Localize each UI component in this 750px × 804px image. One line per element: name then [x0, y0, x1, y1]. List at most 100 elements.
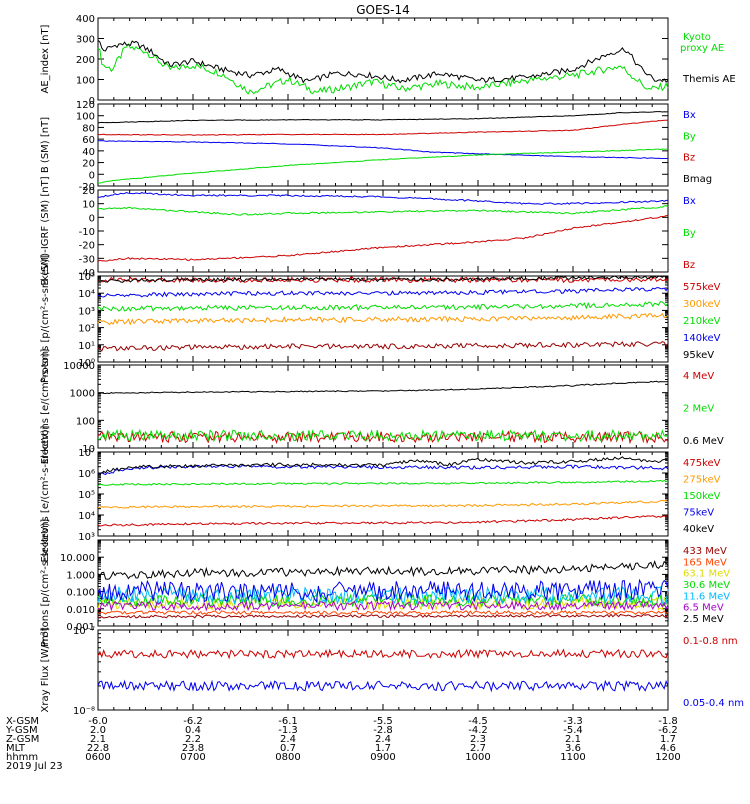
- x-row-value: 2.4: [375, 734, 391, 745]
- y-tick-label: 20: [82, 159, 95, 170]
- legend-label: 433 MeV: [683, 546, 727, 557]
- series-line-6-5-mev: [97, 599, 669, 612]
- panel-frame: [97, 629, 669, 711]
- series-line-by: [97, 148, 669, 184]
- y-tick-label: 10²: [78, 324, 95, 335]
- series-line-165-mev: [97, 610, 669, 616]
- y-tick-label: 0: [89, 213, 95, 224]
- panel-3: -40 -30 -20 -10 0 10 20 B (SM)-IGRF (SM) [nT] Bx…: [40, 176, 696, 285]
- date-label: 2019 Jul 23: [6, 761, 63, 772]
- y-tick-label: -10: [79, 227, 95, 238]
- x-row-label: Z-GSM: [6, 734, 39, 745]
- x-row-value: 1200: [655, 752, 680, 763]
- legend-label: proxy AE: [680, 43, 724, 54]
- series-line-bx: [97, 191, 668, 205]
- x-row-value: 2.1: [90, 734, 106, 745]
- y-tick-label: 60: [82, 135, 95, 146]
- y-axis-label: B (SM) [nT]: [40, 117, 51, 173]
- y-tick-label: 10⁵: [78, 490, 95, 501]
- y-tick-label: -20: [79, 241, 95, 252]
- y-tick-label: -40: [79, 268, 95, 279]
- y-tick-label: 0.001: [66, 622, 95, 633]
- x-row-value: 2.2: [185, 734, 201, 745]
- y-tick-label: 10⁶: [78, 469, 95, 480]
- legend-label: 0.1-0.8 nm: [683, 636, 738, 647]
- panel-4: 10⁰ 10¹ 10² 10³ 10⁴ 10⁵ Protons [p/(cm²-s-sr-k…: [40, 255, 721, 383]
- x-row-value: 1100: [560, 752, 585, 763]
- x-row-value: 22.8: [87, 743, 109, 754]
- x-row-value: 1000: [465, 752, 490, 763]
- legend-label: 165 MeV: [683, 557, 727, 568]
- series-line-unnamed: [97, 578, 669, 604]
- y-tick-label: 100: [76, 416, 95, 427]
- y-tick-label: 200: [76, 55, 95, 66]
- series-line-2-5-mev: [97, 559, 669, 580]
- legend-label: 30.6 MeV: [683, 580, 730, 591]
- y-axis-label: B (SM)-IGRF (SM) [nT]: [40, 176, 51, 285]
- series-line-themis-ae: [97, 39, 669, 84]
- chart-title: GOES-14: [356, 3, 410, 17]
- panel-5: 10 100 1000 10000 Electrons [e/(cm²-s-sr)] 4 …: [40, 349, 724, 465]
- legend-label: Bx: [683, 196, 696, 207]
- y-tick-label: 0: [89, 170, 95, 181]
- x-row-value: 0800: [275, 752, 300, 763]
- x-row-value: -5.4: [563, 725, 583, 736]
- y-tick-label: 0.010: [66, 605, 95, 616]
- x-row-value: -1.3: [278, 725, 298, 736]
- y-tick-label: 20: [82, 186, 95, 197]
- legend-label: 300keV: [683, 299, 721, 310]
- x-row-value: 2.3: [470, 734, 486, 745]
- x-row-value: 23.8: [182, 743, 204, 754]
- panel-8: 10⁻⁸ 10⁻⁷ Xray Flux [W/m²] 0.1-0.8 nm 0.05-0…: [40, 626, 744, 717]
- series-line-0-1-0-8-nm: [97, 648, 669, 660]
- x-row-value: 4.6: [660, 743, 676, 754]
- x-row-value: 2.7: [470, 743, 486, 754]
- x-row-value: 1.7: [660, 734, 676, 745]
- legend-label: 63.1 MeV: [683, 569, 730, 580]
- legend-label: 275keV: [683, 475, 721, 486]
- y-tick-label: 10: [82, 444, 95, 455]
- legend-label: 6.5 MeV: [683, 603, 724, 614]
- legend-label: By: [683, 228, 696, 239]
- y-tick-label: 10.000: [60, 553, 95, 564]
- y-axis-label: Electrons [e/(cm²-s-sr-keV)]: [40, 425, 51, 562]
- panel-frame: [97, 17, 669, 101]
- y-tick-label: 10⁴: [78, 289, 95, 300]
- legend-label: 0.6 MeV: [683, 436, 724, 447]
- x-row-value: -6.2: [183, 716, 203, 727]
- x-row-value: 3.6: [565, 743, 581, 754]
- x-row-value: 2.1: [565, 734, 581, 745]
- y-tick-label: 0.100: [66, 588, 95, 599]
- y-tick-label: -30: [79, 254, 95, 265]
- series-line-475kev: [97, 515, 669, 527]
- legend-label: 210keV: [683, 316, 721, 327]
- legend-label: Themis AE: [682, 74, 736, 85]
- y-tick-label: 400: [76, 14, 95, 25]
- x-row-value: 1.7: [375, 743, 391, 754]
- y-tick-label: 10⁻⁷: [73, 626, 95, 637]
- x-axis-labels: X-GSM -6.0 -6.2 -6.1 -5.5 -4.5 -3.3 -1.8 Y-GSM 2.…: [5, 716, 681, 772]
- legend-label: 95keV: [683, 350, 714, 361]
- y-tick-label: 10: [82, 200, 95, 211]
- y-tick-label: 0: [89, 96, 95, 107]
- x-row-value: -1.8: [658, 716, 678, 727]
- series-line-150kev: [97, 479, 669, 486]
- x-row-value: -2.8: [373, 725, 393, 736]
- legend-label: Bmag: [683, 174, 712, 185]
- x-row-value: -4.5: [468, 716, 488, 727]
- y-tick-label: 10⁵: [78, 272, 95, 283]
- y-tick-label: 1.000: [66, 570, 95, 581]
- x-row-label: Y-GSM: [5, 725, 38, 736]
- legend-label: 2.5 MeV: [683, 614, 724, 625]
- series-line-40kev: [97, 456, 669, 474]
- series-line-95kev: [97, 275, 669, 283]
- legend-label: 2 MeV: [683, 404, 714, 415]
- panel-7: 0.001 0.010 0.100 1.000 10.000 Protons [p/(cm…: [40, 519, 730, 647]
- series-line-11-6-mev: [97, 585, 669, 606]
- y-tick-label: 10⁻⁸: [73, 706, 95, 717]
- x-row-value: -3.3: [563, 716, 583, 727]
- legend-label: By: [683, 131, 696, 142]
- x-row-label: hhmm: [6, 752, 38, 763]
